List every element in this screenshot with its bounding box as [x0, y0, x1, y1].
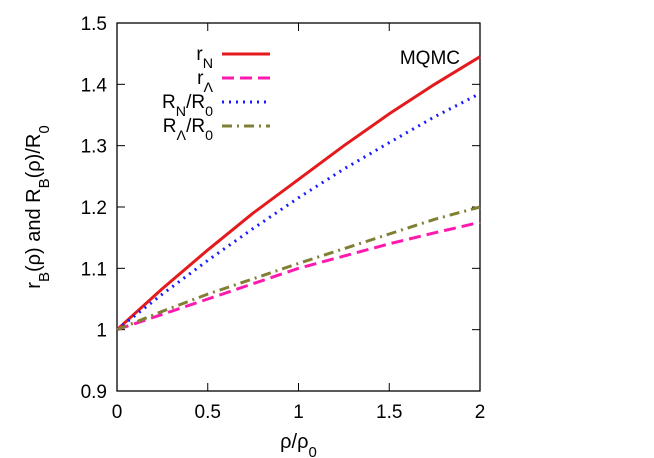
y-tick-label: 1.1 [81, 259, 107, 280]
y-tick-label: 1 [96, 321, 107, 342]
plot-frame [116, 22, 481, 392]
legend-label: rΛ [197, 68, 213, 96]
y-tick-label: 0.9 [81, 382, 107, 403]
y-tick-label: 1.5 [81, 14, 107, 35]
y-tick-label: 1.4 [81, 75, 108, 96]
y-tick-label: 1.3 [81, 137, 107, 158]
x-tick-label: 2 [475, 402, 486, 423]
x-tick-label: 1.5 [376, 402, 402, 423]
x-axis-label: ρ/ρ0 [280, 431, 317, 458]
legend-label: rN [196, 44, 213, 72]
x-tick-label: 0.5 [195, 402, 221, 423]
plot-border [116, 22, 481, 392]
y-tick-label: 1.2 [81, 198, 107, 219]
x-tick-label: 1 [293, 402, 304, 423]
y-axis-label: rB(ρ) and RB(ρ)/R0 [23, 125, 53, 288]
series-lines [115, 55, 481, 332]
series-line-0 [115, 55, 481, 331]
legend-label: RN/R0 [162, 92, 213, 120]
chart-annotation: MQMC [400, 48, 460, 69]
legend-label: RΛ/R0 [163, 116, 213, 144]
series-line-1 [116, 220, 481, 332]
axis-ticks: 0 0.5 1 1.5 2 0.9 1 1.1 1.2 1.3 1.4 1.5 [81, 14, 486, 423]
x-tick-label: 0 [112, 402, 123, 423]
series-line-2 [116, 92, 481, 331]
